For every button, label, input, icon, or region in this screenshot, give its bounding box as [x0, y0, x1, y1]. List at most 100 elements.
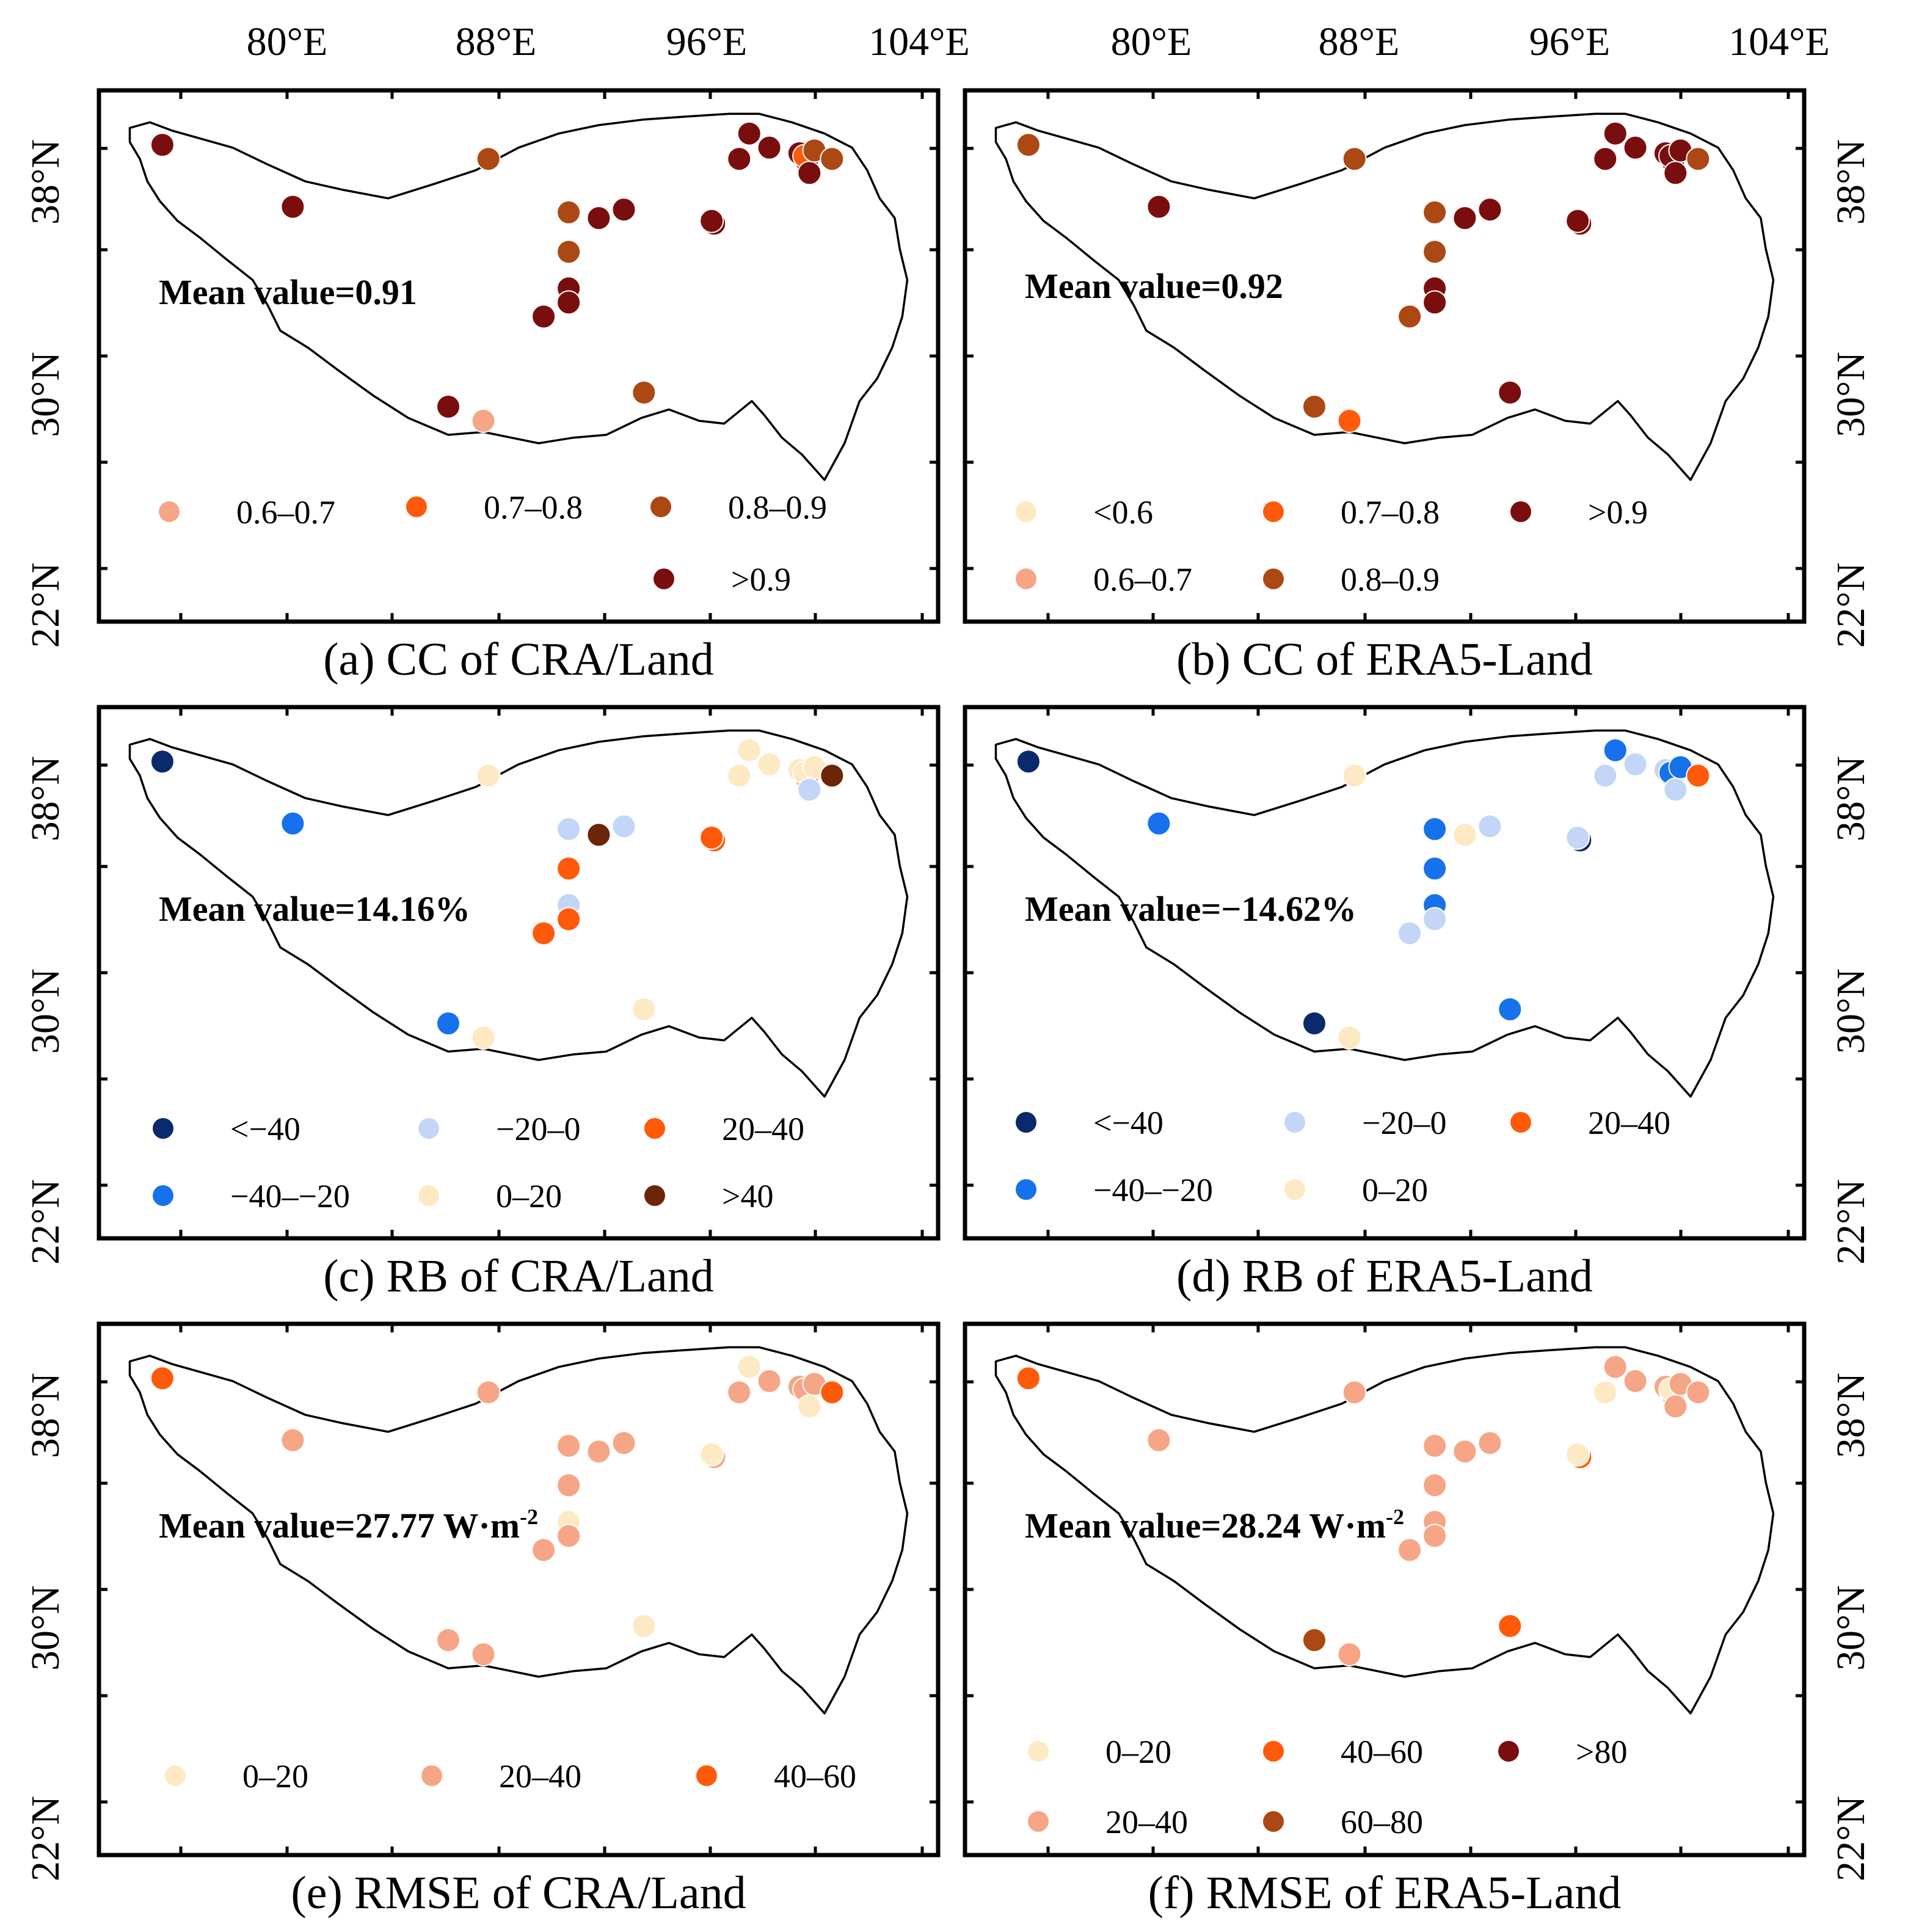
- plateau-boundary: [994, 1346, 1775, 1715]
- map-panel: Mean value=−14.62% <−40 −20–0 20–40 −40–−20 0…: [963, 705, 1807, 1302]
- legend-label: 0–20: [1105, 1734, 1171, 1770]
- station-marker: [632, 997, 657, 1022]
- legend-swatch: [654, 568, 674, 589]
- legend-label: 0–20: [496, 1178, 562, 1215]
- plateau-boundary: [994, 112, 1775, 481]
- legend-label: −20–0: [1362, 1105, 1446, 1141]
- station-marker: [1422, 239, 1447, 264]
- map-panel: Mean value=0.91 0.6–0.7 0.7–0.8 0.8–0.9 >0.9…: [96, 88, 941, 685]
- legend-swatch: [153, 1185, 173, 1206]
- latitude-label: 22°N: [1829, 1796, 1873, 1881]
- legend-label: 0–20: [1362, 1172, 1428, 1208]
- station-marker: [1686, 763, 1711, 788]
- legend-swatch: [1028, 1741, 1049, 1762]
- station-marker: [556, 290, 581, 315]
- map-panel: Mean value=28.24 W·m-2 0–20 40–60 >80 20–40 6…: [963, 1321, 1807, 1919]
- latitude-label: 38°N: [23, 756, 68, 841]
- station-marker: [1477, 814, 1502, 839]
- legend-label: <0.6: [1093, 494, 1153, 531]
- longitude-label: 80°E: [247, 20, 328, 64]
- panel-caption: (f) RMSE of ERA5-Land: [1148, 1867, 1622, 1919]
- legend-label: <−40: [230, 1111, 300, 1147]
- legend-swatch: [1016, 1179, 1036, 1200]
- station-marker: [757, 135, 782, 160]
- station-marker: [1342, 1380, 1367, 1405]
- station-marker: [1477, 1431, 1502, 1456]
- legend-swatch: [1263, 1741, 1284, 1762]
- station-marker: [1016, 133, 1041, 158]
- latitude-label: 30°N: [23, 968, 68, 1054]
- station-marker: [1452, 1439, 1477, 1464]
- legend-label: >80: [1576, 1734, 1627, 1770]
- station-marker: [1422, 856, 1447, 881]
- latitude-label: 22°N: [1829, 1179, 1873, 1265]
- legend-label: −20–0: [496, 1111, 580, 1147]
- station-marker: [436, 1628, 461, 1652]
- legend-label: >40: [722, 1178, 773, 1215]
- station-marker: [531, 1538, 556, 1563]
- station-marker: [1397, 1538, 1422, 1563]
- station-marker: [1565, 825, 1590, 850]
- latitude-label: 38°N: [1829, 756, 1873, 841]
- station-marker: [1016, 749, 1041, 774]
- station-marker: [727, 1380, 752, 1405]
- station-marker: [1146, 811, 1171, 836]
- legend-swatch: [1284, 1112, 1305, 1133]
- map-frame: [96, 705, 941, 1241]
- station-marker: [1422, 1433, 1447, 1458]
- legend-label: 0.8–0.9: [728, 489, 827, 526]
- station-marker: [1477, 197, 1502, 222]
- mean-unit-superscript: -2: [520, 1505, 538, 1529]
- station-marker: [1593, 1380, 1618, 1405]
- longitude-label: 88°E: [1319, 20, 1400, 64]
- station-marker: [586, 1439, 611, 1464]
- station-marker: [471, 1642, 496, 1667]
- station-marker: [1603, 121, 1628, 146]
- station-marker: [699, 825, 724, 850]
- station-marker: [797, 1394, 822, 1419]
- legend-swatch: [1263, 501, 1284, 522]
- station-marker: [556, 200, 581, 225]
- station-marker: [280, 1428, 305, 1453]
- station-marker: [1498, 997, 1523, 1022]
- station-marker: [1686, 1380, 1711, 1405]
- station-marker: [556, 856, 581, 881]
- station-marker: [556, 816, 581, 841]
- legend-swatch: [418, 1118, 439, 1139]
- legend-swatch: [1263, 1811, 1284, 1832]
- station-marker: [1603, 738, 1628, 763]
- legend: <−40 −20–0 20–40 −40–−20 0–20 >40: [153, 1111, 804, 1215]
- legend-label: 0.8–0.9: [1341, 561, 1440, 598]
- latitude-label: 22°N: [23, 1796, 68, 1881]
- legend-swatch: [153, 1118, 173, 1139]
- legend-label: 20–40: [499, 1758, 581, 1795]
- station-marker: [727, 147, 752, 172]
- station-marker: [632, 1613, 657, 1638]
- station-marker: [1663, 777, 1688, 802]
- plateau-boundary: [128, 1346, 909, 1715]
- station-marker: [1337, 1642, 1362, 1667]
- mean-value-label: Mean value=27.77 W·m-2: [159, 1505, 538, 1545]
- legend-swatch: [418, 1185, 439, 1206]
- station-marker: [1337, 409, 1362, 434]
- plateau-boundary: [128, 112, 909, 481]
- map-frame: [963, 1321, 1807, 1858]
- legend-label: 20–40: [1105, 1804, 1188, 1840]
- station-marker: [1498, 1613, 1523, 1638]
- station-marker: [611, 197, 636, 222]
- station-marker: [1422, 907, 1447, 932]
- station-marker: [1422, 1523, 1447, 1549]
- station-marker: [1146, 1428, 1171, 1453]
- plateau-boundary: [994, 729, 1775, 1098]
- station-marker: [150, 1366, 175, 1391]
- station-marker: [1603, 1354, 1628, 1379]
- latitude-label: 22°N: [23, 1179, 68, 1265]
- map-frame: [963, 705, 1807, 1241]
- station-marker: [531, 304, 556, 329]
- longitude-label: 80°E: [1111, 20, 1192, 64]
- legend: 0–20 20–40 40–60: [165, 1758, 856, 1795]
- station-marker: [476, 763, 501, 788]
- legend-label: 0–20: [242, 1758, 308, 1795]
- latitude-label: 30°N: [1829, 352, 1873, 437]
- map-panel: Mean value=27.77 W·m-2 0–20 20–40 40–60 (e) …: [96, 1321, 941, 1919]
